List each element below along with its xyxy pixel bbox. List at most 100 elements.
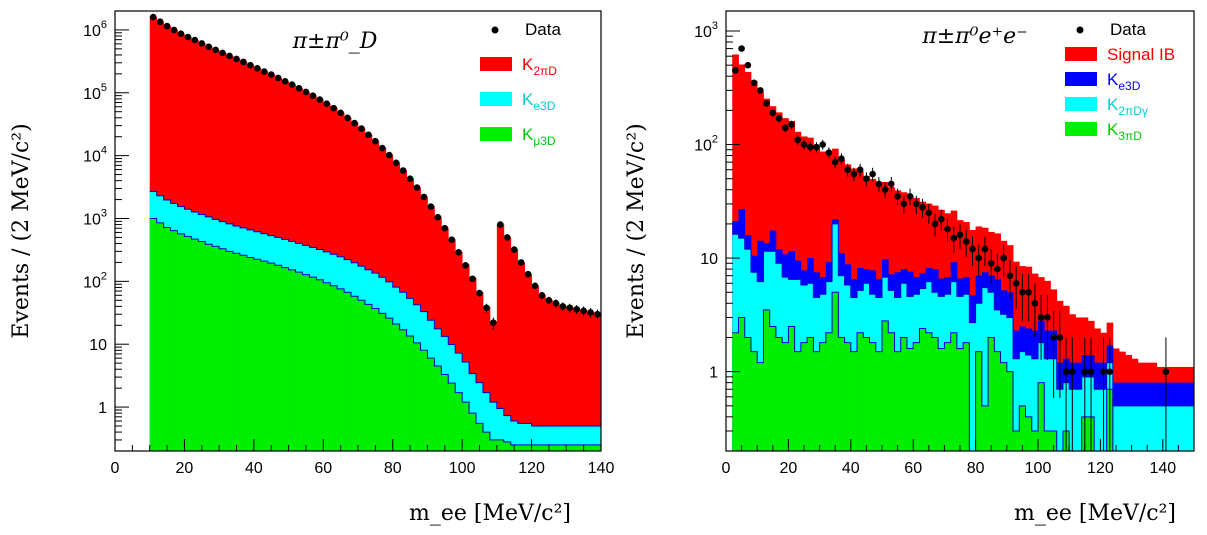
bar bbox=[517, 423, 526, 451]
bar bbox=[994, 351, 1001, 451]
bar bbox=[156, 222, 164, 451]
legend-item: Data bbox=[491, 20, 561, 39]
data-point bbox=[531, 282, 539, 290]
bar bbox=[503, 415, 512, 451]
bar bbox=[545, 425, 553, 451]
bar bbox=[531, 425, 539, 451]
bar bbox=[455, 251, 463, 451]
bar bbox=[869, 342, 877, 451]
bar bbox=[825, 332, 833, 451]
data-point bbox=[825, 149, 833, 156]
legend-item: Kμ3D bbox=[480, 125, 556, 148]
data-point bbox=[763, 100, 770, 107]
x-tick-label: 80 bbox=[967, 460, 985, 477]
data-point bbox=[987, 259, 995, 267]
bar bbox=[198, 241, 206, 451]
data-point bbox=[863, 175, 870, 183]
data-point bbox=[149, 13, 157, 21]
data-point bbox=[205, 43, 213, 51]
legend-label: K3πD bbox=[1107, 120, 1142, 143]
data-point bbox=[881, 186, 889, 194]
bar bbox=[1050, 431, 1058, 451]
bar bbox=[850, 351, 858, 451]
bar bbox=[763, 309, 771, 451]
legend-item: K3πD bbox=[1065, 120, 1142, 143]
bar bbox=[573, 308, 581, 451]
data-point bbox=[330, 104, 338, 112]
data-point bbox=[1069, 368, 1076, 375]
bar bbox=[420, 350, 428, 451]
x-axis-title: m_ee [MeV/c²] bbox=[1014, 501, 1176, 526]
bar bbox=[573, 425, 581, 451]
data-point bbox=[198, 40, 206, 47]
data-point bbox=[1087, 368, 1095, 375]
plot-title: π±π⁰_D bbox=[292, 29, 378, 54]
data-point bbox=[800, 141, 808, 148]
legend: Data K2πD Ke3D Kμ3D bbox=[480, 20, 561, 148]
data-point bbox=[944, 225, 951, 233]
y-tick-label: 1 bbox=[98, 400, 107, 417]
bar bbox=[975, 351, 983, 451]
data-point bbox=[177, 30, 185, 38]
bar bbox=[757, 362, 764, 451]
bar bbox=[573, 444, 581, 451]
bar bbox=[1044, 431, 1051, 451]
data-point bbox=[573, 305, 580, 313]
bar bbox=[496, 439, 505, 451]
bar bbox=[378, 313, 387, 451]
series-k-3d bbox=[149, 218, 601, 451]
data-point bbox=[302, 88, 310, 96]
bar bbox=[552, 302, 560, 451]
legend-swatch bbox=[480, 127, 512, 141]
data-point bbox=[919, 204, 926, 211]
stack-outline bbox=[732, 223, 1194, 407]
x-tick-label: 0 bbox=[722, 460, 731, 477]
bar bbox=[427, 358, 435, 451]
bar bbox=[170, 230, 178, 451]
bar bbox=[566, 425, 574, 451]
bar bbox=[323, 282, 331, 451]
y-axis-title: Events / (2 MeV/c²) bbox=[624, 123, 649, 338]
data-point bbox=[981, 245, 989, 253]
bar bbox=[392, 323, 401, 451]
y-tick-label: 1 bbox=[709, 365, 718, 382]
data-point bbox=[497, 221, 504, 228]
y-tick-label: 103 bbox=[83, 207, 107, 228]
bar bbox=[476, 382, 484, 451]
bar bbox=[913, 342, 920, 451]
data-point bbox=[184, 33, 192, 41]
bar bbox=[371, 308, 380, 451]
data-point bbox=[1006, 272, 1014, 279]
data-point bbox=[545, 296, 553, 304]
legend-swatch bbox=[480, 57, 512, 71]
bar bbox=[503, 441, 512, 451]
legend-swatch bbox=[480, 92, 512, 106]
x-tick-label: 100 bbox=[1025, 460, 1052, 477]
bar bbox=[330, 285, 338, 451]
bar bbox=[1019, 405, 1026, 451]
series-data-points bbox=[732, 45, 1170, 451]
bar bbox=[253, 259, 262, 451]
bar bbox=[441, 374, 449, 451]
bar bbox=[750, 351, 758, 451]
bar bbox=[364, 304, 373, 451]
bar bbox=[1156, 405, 1164, 451]
bar bbox=[594, 444, 601, 451]
data-point bbox=[744, 61, 752, 69]
bar bbox=[1075, 389, 1083, 451]
y-tick-label: 104 bbox=[83, 145, 107, 166]
data-point bbox=[587, 309, 594, 316]
data-point bbox=[738, 45, 745, 52]
bar bbox=[988, 337, 995, 451]
data-point bbox=[1044, 314, 1051, 321]
data-point bbox=[274, 74, 282, 82]
data-point bbox=[476, 289, 483, 297]
bar bbox=[503, 237, 512, 451]
bar bbox=[524, 423, 532, 451]
bar bbox=[455, 392, 463, 451]
data-point bbox=[552, 299, 560, 307]
data-point bbox=[288, 81, 296, 88]
data-point bbox=[1012, 279, 1020, 287]
legend-label: Signal IB bbox=[1107, 45, 1175, 64]
legend-marker bbox=[491, 26, 499, 34]
